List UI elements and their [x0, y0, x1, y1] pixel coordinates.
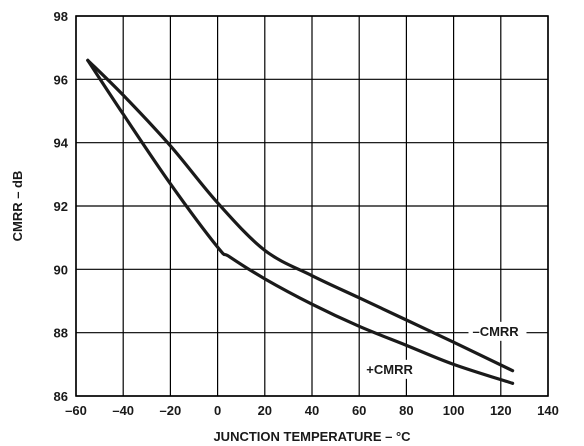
series-label-backing [468, 321, 527, 341]
series-label-backing [363, 359, 420, 379]
x-tick-label: 60 [352, 403, 366, 418]
x-tick-label: 80 [399, 403, 413, 418]
y-tick-label: 90 [54, 262, 68, 277]
series-line-plus-cmrr [86, 58, 515, 385]
series-labels: –CMRR +CMRR [363, 321, 527, 379]
x-tick-label: 140 [537, 403, 559, 418]
x-tick-label: 0 [214, 403, 221, 418]
series-label-minus-cmrr: –CMRR [472, 324, 519, 339]
tick-labels: –60 –40 –20 0 20 40 60 80 100 120 140 86 88 90 92 94 96 9… [54, 9, 559, 418]
x-tick-label: 120 [490, 403, 512, 418]
x-tick-label: –60 [65, 403, 87, 418]
y-tick-label: 86 [54, 389, 68, 404]
series-layer [86, 58, 515, 385]
x-tick-label: 40 [305, 403, 319, 418]
x-tick-label: –20 [160, 403, 182, 418]
y-tick-label: 88 [54, 326, 68, 341]
y-tick-label: 92 [54, 199, 68, 214]
y-tick-label: 94 [54, 136, 69, 151]
y-axis-title: CMRR – dB [10, 171, 25, 242]
y-tick-label: 96 [54, 72, 68, 87]
x-tick-label: –40 [112, 403, 134, 418]
series-label-plus-cmrr: +CMRR [366, 362, 413, 377]
x-tick-label: 100 [443, 403, 465, 418]
x-axis-title: JUNCTION TEMPERATURE – °C [213, 429, 411, 444]
series-line-minus-cmrr [86, 58, 515, 373]
plot-frame [75, 15, 549, 397]
y-tick-label: 98 [54, 9, 68, 24]
x-tick-label: 20 [258, 403, 272, 418]
